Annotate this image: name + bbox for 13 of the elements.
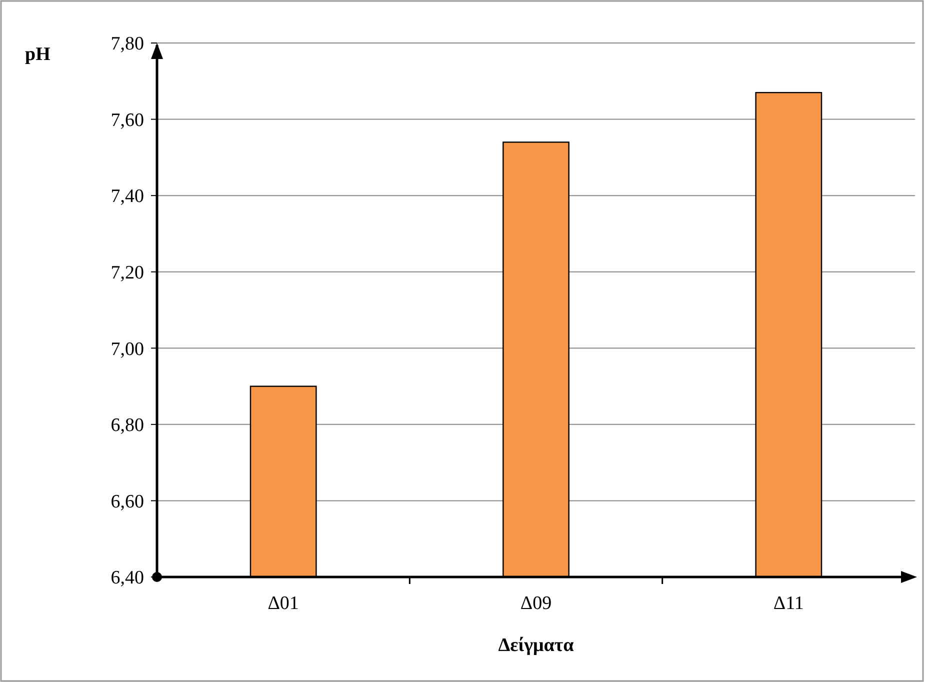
y-tick-label: 7,40 bbox=[110, 186, 144, 208]
x-tick-label: Δ11 bbox=[773, 593, 804, 614]
x-tick-label: Δ09 bbox=[520, 593, 552, 614]
x-tick-label: Δ01 bbox=[268, 593, 299, 614]
x-axis-title: Δείγματα bbox=[498, 635, 574, 656]
y-tick-label: 6,60 bbox=[110, 491, 144, 512]
y-tick-label: 7,80 bbox=[110, 34, 144, 55]
y-tick-label: 7,60 bbox=[110, 110, 144, 131]
y-tick-label: 6,80 bbox=[110, 415, 144, 436]
y-axis-title: pH bbox=[25, 44, 51, 65]
y-tick-label: 6,40 bbox=[110, 568, 144, 589]
y-tick-label: 7,20 bbox=[110, 262, 144, 284]
y-tick-label: 7,00 bbox=[110, 338, 144, 360]
